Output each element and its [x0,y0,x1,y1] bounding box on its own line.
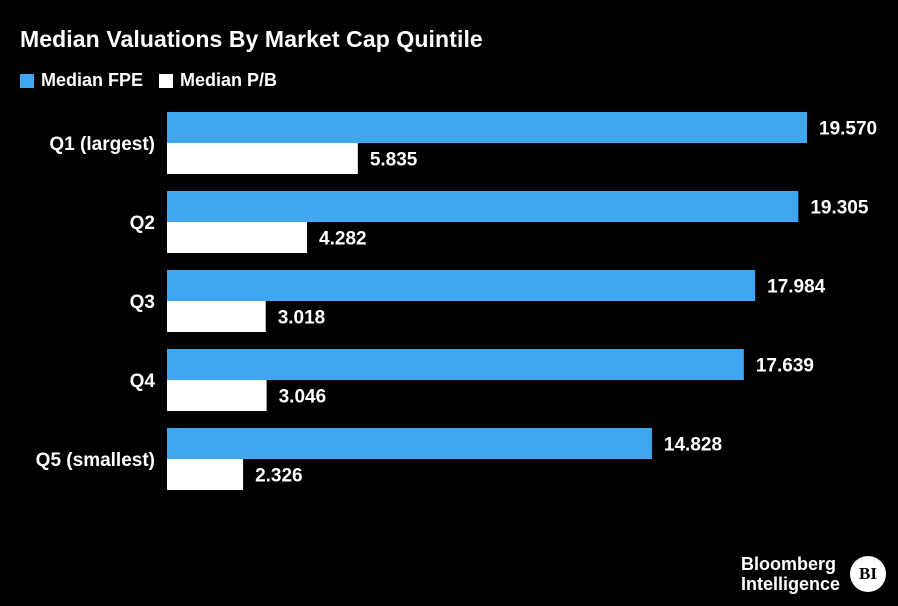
category-label: Q2 [130,213,155,234]
legend-label-median-pb: Median P/B [180,70,278,90]
data-label: 5.835 [370,150,418,171]
legend-label-median-fpe: Median FPE [41,70,144,90]
category-label: Q4 [130,371,156,392]
bloomberg-intelligence-logo: Bloomberg Intelligence [741,554,840,594]
bar-median-fpe [167,428,652,459]
bar-median-fpe [167,349,744,380]
legend-swatch-median-pb [159,73,174,88]
bar-median-pb [167,301,266,332]
data-label: 3.046 [279,387,327,408]
brand-line-2: Intelligence [740,574,840,594]
category-label: Q5 (smallest) [36,450,155,471]
data-label: 17.984 [767,277,826,298]
legend-swatch-median-fpe [20,73,34,88]
brand-line-1: Bloomberg [740,554,836,574]
bar-median-fpe [167,112,807,143]
bar-median-fpe [167,270,756,301]
bar-median-pb [167,380,267,411]
bar-median-pb [167,222,308,253]
data-label: 14.828 [664,435,722,456]
legend-item-median-pb: Median P/B [159,70,277,91]
legend-item-median-fpe: Median FPE [20,70,143,91]
data-label: 19.305 [810,198,869,219]
bar-median-pb [167,143,358,174]
bar-median-fpe [167,191,799,222]
bi-badge-icon: BI [850,556,886,592]
chart-legend: Median FPE Median P/B [20,70,293,91]
data-label: 17.639 [756,356,814,377]
category-label: Q3 [130,292,155,313]
chart-title: Median Valuations By Market Cap Quintile [20,26,483,52]
data-label: 2.326 [255,466,303,487]
data-label: 19.570 [819,119,877,140]
data-label: 3.018 [278,308,326,329]
bar-median-pb [167,459,244,490]
data-label: 4.282 [319,229,367,250]
category-label: Q1 (largest) [49,134,155,155]
brand-footer: Bloomberg Intelligence BI [741,554,886,594]
